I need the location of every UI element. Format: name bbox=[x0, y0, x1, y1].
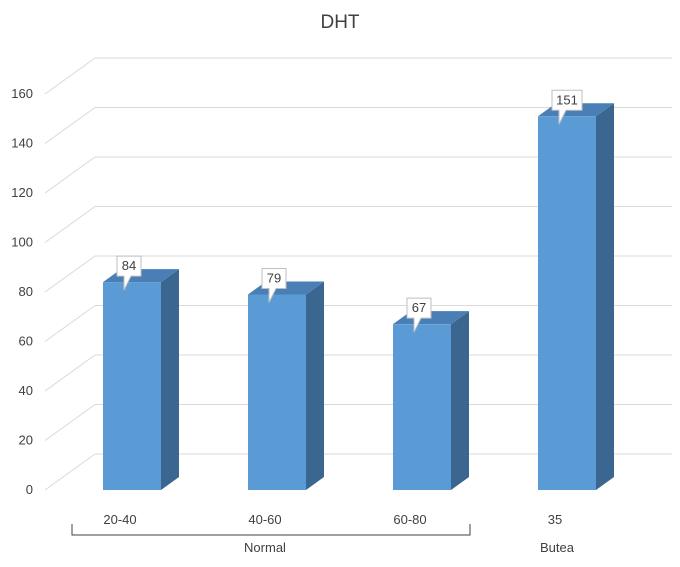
gridline-diagonal bbox=[44, 354, 96, 392]
bar-20-40 bbox=[103, 269, 179, 490]
gridline-diagonal bbox=[44, 206, 96, 243]
y-tick-label: 160 bbox=[11, 86, 33, 101]
callout-box bbox=[406, 297, 432, 333]
y-tick-label: 40 bbox=[19, 383, 33, 398]
y-tick-label: 120 bbox=[11, 185, 33, 200]
bar-60-80 bbox=[393, 311, 469, 490]
bars bbox=[103, 103, 614, 491]
gridline-diagonal bbox=[44, 107, 96, 144]
data-label: 67 bbox=[412, 300, 426, 315]
y-tick-label: 140 bbox=[11, 136, 33, 151]
x-tick-label: 35 bbox=[548, 512, 562, 527]
x-axis-category-labels: 20-40 40-60 60-80 35 bbox=[103, 512, 562, 527]
gridline-diagonal bbox=[44, 255, 96, 293]
x-axis-group-labels: Normal Butea bbox=[71, 524, 575, 555]
data-label: 79 bbox=[267, 270, 281, 285]
gridline-diagonal bbox=[44, 404, 96, 441]
gridline-diagonal bbox=[44, 305, 96, 342]
gridline-diagonal bbox=[44, 156, 96, 194]
bar-side bbox=[306, 281, 324, 490]
bar-35 bbox=[538, 103, 614, 491]
bar bbox=[393, 324, 451, 490]
bar-side bbox=[161, 269, 179, 490]
chart-title: DHT bbox=[320, 12, 359, 33]
x-tick-label: 40-60 bbox=[248, 512, 281, 527]
x-group-label: Butea bbox=[540, 540, 575, 555]
callout-box bbox=[116, 255, 142, 291]
y-axis-tick-labels: 0 20 40 60 80 100 120 140 160 bbox=[11, 86, 33, 497]
group-bracket bbox=[71, 524, 471, 536]
data-labels: 84 79 67 151 bbox=[116, 89, 583, 333]
data-label: 84 bbox=[122, 258, 136, 273]
bar bbox=[103, 282, 161, 490]
data-label: 151 bbox=[556, 92, 578, 107]
data-label-callout: 151 bbox=[551, 89, 583, 125]
x-tick-label: 60-80 bbox=[393, 512, 426, 527]
x-tick-label: 20-40 bbox=[103, 512, 136, 527]
y-tick-label: 20 bbox=[19, 433, 33, 448]
data-label-callout: 79 bbox=[261, 267, 287, 303]
y-tick-label: 100 bbox=[11, 235, 33, 250]
bar-side bbox=[451, 311, 469, 490]
y-tick-label: 80 bbox=[19, 284, 33, 299]
callout-box bbox=[551, 89, 583, 125]
bar-side bbox=[596, 103, 614, 491]
x-group-label: Normal bbox=[244, 540, 286, 555]
bar bbox=[538, 116, 596, 491]
gridline-diagonal bbox=[44, 453, 96, 491]
bar bbox=[248, 294, 306, 490]
callout-box bbox=[261, 267, 287, 303]
bar-40-60 bbox=[248, 281, 324, 490]
data-label-callout: 84 bbox=[116, 255, 142, 291]
data-label-callout: 67 bbox=[406, 297, 432, 333]
gridline-diagonal bbox=[44, 57, 96, 95]
y-tick-label: 0 bbox=[26, 482, 33, 497]
y-tick-label: 60 bbox=[19, 334, 33, 349]
